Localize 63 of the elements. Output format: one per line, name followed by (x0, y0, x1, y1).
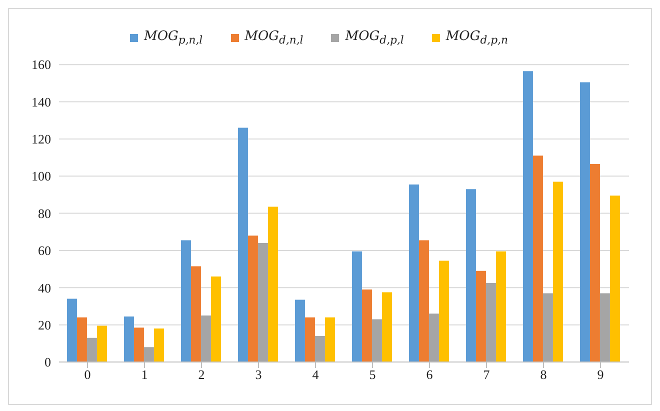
x-tick-label: 2 (198, 367, 205, 382)
bar (362, 290, 372, 362)
y-tick-label: 100 (32, 168, 51, 184)
bar (438, 260, 449, 362)
bar (486, 283, 496, 362)
bar (600, 293, 610, 362)
bar (258, 243, 268, 362)
bar (314, 336, 325, 362)
bar (134, 328, 144, 362)
x-tick-label: 3 (255, 367, 262, 382)
bar (522, 71, 533, 362)
x-tick-label: 0 (84, 367, 91, 382)
bar (418, 240, 429, 362)
y-tick-label: 20 (38, 317, 51, 332)
x-tick-label: 4 (312, 367, 320, 382)
bar (268, 206, 278, 362)
bar (324, 317, 335, 362)
bar (610, 196, 620, 362)
bar (190, 266, 201, 362)
bar (76, 317, 87, 362)
x-tick-label: 5 (369, 367, 376, 382)
y-tick-label: 0 (44, 354, 51, 370)
bar (144, 347, 154, 362)
bar (294, 300, 305, 362)
y-tick-label: 40 (38, 280, 51, 296)
y-tick-label: 60 (38, 243, 51, 258)
bar (352, 251, 362, 362)
legend-label: MOG$_{d,p,l}$ (345, 29, 404, 47)
bar (496, 251, 506, 362)
bar (382, 292, 392, 362)
bar (200, 316, 211, 362)
bar (580, 82, 590, 362)
bar (532, 156, 543, 362)
legend-label: MOG$_{d,p,n}$ (446, 29, 508, 47)
bar (96, 326, 107, 362)
bar (590, 164, 600, 362)
y-tick-label: 160 (32, 57, 51, 72)
bar (304, 317, 315, 362)
y-tick-label: 80 (38, 206, 51, 221)
x-tick-label: 8 (540, 367, 547, 382)
bar (180, 240, 191, 362)
x-tick-label: 9 (597, 367, 604, 382)
bar (408, 184, 419, 362)
x-tick-label: 7 (483, 367, 490, 382)
bar (476, 270, 486, 362)
y-tick-label: 140 (32, 94, 51, 110)
bar (248, 236, 258, 362)
bar (210, 276, 221, 362)
x-tick-label: 1 (141, 367, 148, 382)
bar (124, 316, 134, 362)
bar (372, 319, 382, 362)
bar (428, 314, 439, 362)
x-tick-label: 6 (426, 367, 434, 382)
bar (466, 189, 476, 362)
legend-label: MOG$_{d,n,l}$ (244, 29, 304, 47)
bar (238, 128, 248, 362)
bar (154, 328, 164, 362)
bar (552, 182, 563, 362)
y-tick-label: 120 (32, 132, 51, 147)
bar (86, 338, 97, 362)
bar (66, 298, 77, 362)
bar (542, 293, 553, 362)
legend-label: MOG$_{p,n,l}$ (144, 29, 203, 47)
